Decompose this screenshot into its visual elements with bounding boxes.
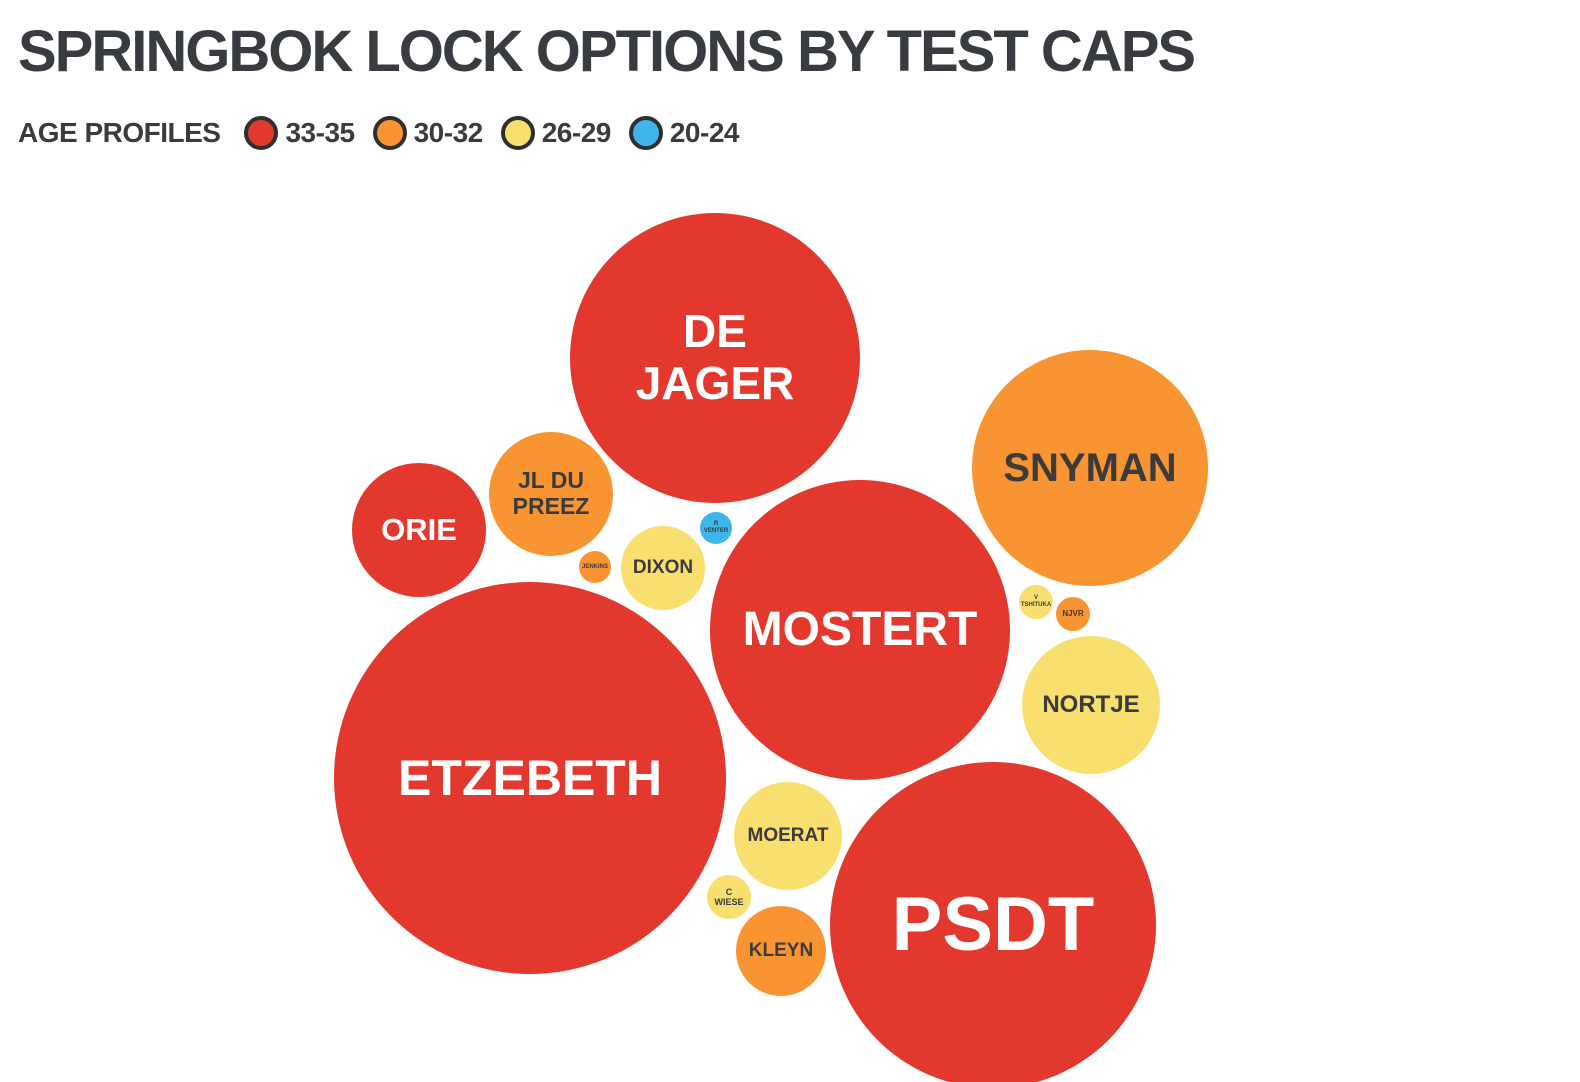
bubble-label: JENKINS xyxy=(581,563,608,570)
bubble-label: PREEZ xyxy=(512,493,590,519)
legend-swatch-icon xyxy=(628,116,663,150)
legend-swatch-icon xyxy=(500,116,535,150)
bubble-label: PSDT xyxy=(891,882,1095,968)
page-title: SPRINGBOK LOCK OPTIONS BY TEST CAPS xyxy=(18,19,1196,84)
bubble-dixon[interactable]: DIXON xyxy=(621,526,705,610)
bubble-jl-du-preez[interactable]: JL DU PREEZ xyxy=(489,432,613,556)
legend-label: 26-29 xyxy=(541,117,612,148)
bubble-label: ETZEBETH xyxy=(398,750,662,806)
bubble-njvr[interactable]: NJVR xyxy=(1056,597,1090,631)
bubble-de-jager[interactable]: DE JAGER xyxy=(570,213,860,503)
legend-swatch-icon xyxy=(244,116,279,150)
legend-label: 30-32 xyxy=(413,117,484,148)
bubble-label: MOERAT xyxy=(747,825,829,847)
bubble-orie[interactable]: ORIE xyxy=(352,463,486,597)
bubble-nortje[interactable]: NORTJE xyxy=(1022,636,1160,774)
bubble-moerat[interactable]: MOERAT xyxy=(734,782,842,890)
bubble-jenkins[interactable]: JENKINS xyxy=(579,551,611,583)
legend-title: AGE PROFILES xyxy=(18,117,221,148)
bubble-label: NORTJE xyxy=(1042,690,1140,718)
bubble-label: SNYMAN xyxy=(1003,445,1177,490)
bubble-label: C xyxy=(725,886,733,897)
bubble-r-venter[interactable]: R VENTER xyxy=(700,512,732,544)
bubble-label: WIESE xyxy=(714,897,744,907)
legend: AGE PROFILES 33-35 30-32 26-29 20-24 xyxy=(18,116,739,150)
bubble-mostert[interactable]: MOSTERT xyxy=(710,480,1010,780)
legend-label: 20-24 xyxy=(669,117,740,148)
legend-swatch-icon xyxy=(372,116,407,150)
bubble-label: JL DU xyxy=(517,467,585,494)
bubble-label: KLEYN xyxy=(748,940,814,962)
bubble-label: JAGER xyxy=(635,357,795,409)
legend-item-26-29[interactable]: 26-29 xyxy=(500,116,612,150)
bubble-snyman[interactable]: SNYMAN xyxy=(972,350,1208,586)
legend-item-30-32[interactable]: 30-32 xyxy=(372,116,484,150)
bubble-label: NJVR xyxy=(1062,608,1084,618)
bubble-label: ORIE xyxy=(381,511,457,547)
bubble-psdt[interactable]: PSDT xyxy=(830,762,1156,1082)
bubble-etzebeth[interactable]: ETZEBETH xyxy=(334,582,726,974)
bubble-c-wiese[interactable]: C WIESE xyxy=(707,875,751,919)
bubble-label: TSHITUKA xyxy=(1020,602,1052,608)
bubble-label: VENTER xyxy=(703,528,729,534)
legend-label: 33-35 xyxy=(285,117,355,148)
bubble-label: DE xyxy=(683,305,747,358)
legend-item-33-35[interactable]: 33-35 xyxy=(244,116,355,150)
bubble-kleyn[interactable]: KLEYN xyxy=(736,906,826,996)
legend-item-20-24[interactable]: 20-24 xyxy=(628,116,740,150)
bubble-v-tshituka[interactable]: V TSHITUKA xyxy=(1019,585,1053,619)
bubble-label: R xyxy=(713,521,719,528)
bubble-label: V xyxy=(1033,595,1038,602)
bubble-label: DIXON xyxy=(632,557,694,579)
bubble-label: MOSTERT xyxy=(742,603,978,657)
